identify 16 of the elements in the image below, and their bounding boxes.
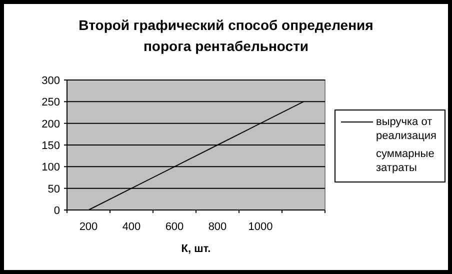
x-tick-label: 800 [208,221,227,233]
y-tick-label: 250 [42,96,60,109]
y-tick-label: 300 [42,75,60,87]
y-tick-label: 200 [42,118,60,130]
legend-label: суммарные затраты [376,148,434,174]
chart-title: Второй графический способ определения порога рентабельности [78,17,374,54]
x-tick-label: 200 [79,221,98,233]
y-tick-label: 50 [48,183,60,196]
x-tick-label: 600 [165,221,184,233]
x-axis-title: К, шт. [181,243,211,255]
legend-label: выручка от реализация [376,116,437,142]
x-tick-label: 400 [122,221,141,233]
y-tick-label: 0 [54,205,60,217]
y-tick-label: 150 [42,140,60,152]
y-tick-label: 100 [42,162,60,174]
x-tick-label: 1000 [248,221,273,233]
